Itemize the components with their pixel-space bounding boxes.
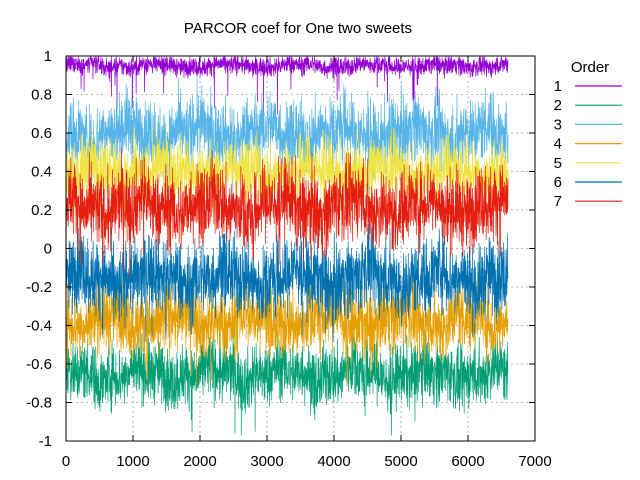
y-tick-label: -0.6 [26, 356, 52, 373]
y-tick-label: 0.2 [31, 202, 52, 219]
x-tick-label: 4000 [317, 453, 350, 470]
x-tick-label: 2000 [183, 453, 216, 470]
series-line-6 [65, 213, 509, 342]
series-line-5 [65, 123, 509, 237]
series-layer [65, 56, 509, 436]
y-tick-label: 0.8 [31, 87, 52, 104]
y-tick-label: -0.8 [26, 395, 52, 412]
x-tick-label: 7000 [518, 453, 551, 470]
legend-label-2: 2 [554, 97, 562, 114]
legend: Order 1 2 3 4 5 6 7 [554, 59, 622, 210]
chart-title: PARCOR coef for One two sweets [184, 20, 412, 37]
legend-label-5: 5 [554, 155, 562, 172]
x-tick-label: 0 [62, 453, 70, 470]
series-line-2 [65, 320, 509, 436]
x-tick-label: 6000 [451, 453, 484, 470]
legend-label-6: 6 [554, 174, 562, 191]
legend-label-1: 1 [554, 78, 562, 95]
y-tick-label: -0.2 [26, 279, 52, 296]
x-tick-label: 3000 [250, 453, 283, 470]
legend-title: Order [571, 59, 609, 76]
legend-label-7: 7 [554, 193, 562, 210]
legend-label-4: 4 [554, 136, 562, 153]
legend-label-3: 3 [554, 116, 562, 133]
series-line-7 [65, 147, 509, 277]
series-line-1 [65, 56, 509, 117]
y-tick-label: 0.6 [31, 125, 52, 142]
y-tick-label: 0 [44, 241, 52, 258]
x-tick-label: 5000 [384, 453, 417, 470]
x-tick-label: 1000 [116, 453, 149, 470]
y-tick-label: -0.4 [26, 318, 52, 335]
y-tick-label: 1 [44, 48, 52, 65]
y-tick-label: -1 [39, 433, 52, 450]
axis-ticks: 0 1000 2000 3000 4000 5000 6000 7000 -1 -0.8 -0.6 -… [26, 48, 552, 470]
y-tick-label: 0.4 [31, 164, 52, 181]
series-line-4 [65, 263, 509, 387]
